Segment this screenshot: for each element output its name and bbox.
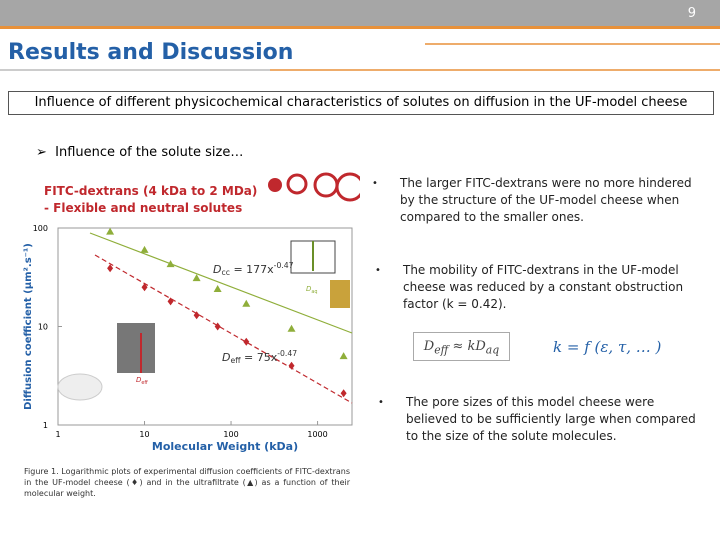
annotation-part: -0.47 bbox=[277, 349, 297, 358]
point bbox=[213, 285, 222, 293]
x-axis-label: Molecular Weight (kDa) bbox=[152, 440, 298, 453]
decor bbox=[0, 43, 720, 71]
annotation-part: D bbox=[222, 351, 230, 364]
annotation-part: = 75x bbox=[241, 351, 278, 364]
fit-line bbox=[89, 232, 353, 334]
point bbox=[243, 337, 250, 346]
banner: Influence of different physicochemical c… bbox=[8, 91, 714, 115]
y-tick-label: 1 bbox=[43, 421, 48, 430]
micrograph bbox=[117, 323, 155, 373]
x-tick-label: 100 bbox=[223, 430, 238, 439]
figure-label: - Flexible and neutral solutes bbox=[44, 201, 243, 215]
annotation: Deff bbox=[136, 376, 148, 386]
section-heading: ➢ Influence of the solute size… bbox=[36, 145, 243, 160]
annotation-part: -0.47 bbox=[274, 261, 294, 270]
annotation-part: eff bbox=[141, 380, 148, 386]
point bbox=[214, 322, 221, 331]
plot-frame bbox=[57, 227, 353, 426]
point bbox=[166, 260, 175, 268]
annotation-part: cc bbox=[221, 268, 229, 277]
bullet: The larger FITC-dextrans were no more hi… bbox=[372, 175, 700, 226]
point bbox=[340, 389, 347, 398]
formula: k = f (ε, τ, … ) bbox=[553, 338, 662, 356]
annotation-part: eff bbox=[230, 356, 241, 365]
point bbox=[167, 297, 174, 306]
slide-title: Results and Discussion bbox=[8, 40, 294, 65]
formula-part: D bbox=[423, 339, 435, 354]
x-tick-label: 1 bbox=[55, 430, 60, 439]
photo bbox=[330, 280, 350, 308]
point bbox=[192, 274, 201, 282]
page-number: 9 bbox=[687, 6, 696, 21]
accent-line bbox=[0, 26, 720, 29]
annotation-part: aq bbox=[311, 289, 317, 295]
formula-part: aq bbox=[485, 343, 500, 357]
annotation-part: = 177x bbox=[230, 263, 274, 276]
point bbox=[242, 299, 251, 307]
formula-part: eff bbox=[434, 343, 449, 357]
formula-box: Deff ≈ kDaq bbox=[413, 332, 510, 361]
chart: 1 10 100 1 10 100 1000 Molecular Weight (kDa) Di… bbox=[23, 224, 353, 453]
annotation-part: D bbox=[213, 263, 221, 276]
arrow-bullet: ➢ bbox=[36, 145, 56, 160]
molecule-icons bbox=[268, 172, 360, 202]
caption: Figure 1. Logarithmic plots of experimen… bbox=[24, 467, 350, 498]
cheese-photo bbox=[57, 373, 103, 401]
y-tick-label: 10 bbox=[38, 323, 48, 332]
top-bar bbox=[0, 0, 720, 26]
point bbox=[107, 264, 114, 273]
x-tick-label: 1000 bbox=[307, 430, 327, 439]
point bbox=[106, 227, 115, 235]
annotation: Dcc = 177x-0.47 bbox=[213, 261, 294, 277]
annotation: Daq bbox=[306, 285, 318, 295]
fit-line bbox=[94, 254, 353, 404]
point bbox=[288, 361, 295, 370]
point bbox=[287, 324, 296, 332]
bullet: The pore sizes of this model cheese were… bbox=[378, 394, 706, 445]
bullet: The mobility of FITC-dextrans in the UF-… bbox=[375, 262, 703, 313]
x-tick-label: 10 bbox=[139, 430, 149, 439]
figure-label: FITC-dextrans (4 kDa to 2 MDa) bbox=[44, 184, 258, 198]
point bbox=[193, 311, 200, 320]
annotation: Deff = 75x-0.47 bbox=[222, 349, 297, 365]
section-text: Influence of the solute size… bbox=[55, 145, 244, 160]
y-tick-label: 100 bbox=[33, 224, 48, 233]
point bbox=[140, 245, 149, 253]
annotation-part: D bbox=[306, 285, 312, 293]
point bbox=[339, 352, 348, 360]
point bbox=[141, 283, 148, 292]
formula-part: ≈ kD bbox=[448, 339, 486, 354]
annotation-part: D bbox=[136, 376, 142, 384]
y-axis-label: Diffusion coefficient (µm².s⁻¹) bbox=[23, 243, 34, 410]
